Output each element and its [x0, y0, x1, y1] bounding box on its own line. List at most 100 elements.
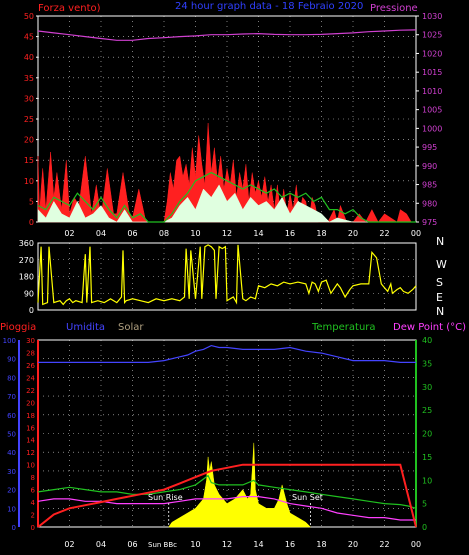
pressure-y-tick: 1020 — [422, 49, 442, 58]
rain-line — [37, 463, 417, 528]
wind-y-tick: 20 — [24, 136, 34, 145]
pressure-y-tick: 1000 — [422, 124, 442, 133]
climate-x-tick: 10 — [190, 540, 200, 549]
climate-x-tick: 14 — [253, 540, 263, 549]
wind-y-tick: 40 — [24, 53, 34, 62]
wind-direction-line — [37, 244, 417, 306]
rain-y-tick: 14 — [26, 437, 35, 445]
climate-x-tick: 20 — [348, 540, 358, 549]
wind-x-tick: 02 — [64, 229, 74, 238]
climate-x-tick: 22 — [379, 540, 389, 549]
pressure-line — [37, 29, 417, 41]
pressure-y-tick: 980 — [422, 199, 437, 208]
rain-y-tick: 4 — [31, 499, 36, 507]
climate-x-tick: 00 — [411, 540, 421, 549]
rain-y-tick: 6 — [31, 487, 36, 495]
climate-x-tick: 02 — [64, 540, 74, 549]
direction-y-tick: 0 — [29, 306, 34, 315]
rain-y-tick: 12 — [26, 449, 35, 457]
rain-y-tick: 2 — [31, 512, 35, 520]
wind-y-tick: 0 — [29, 218, 34, 227]
wind-y-tick: 50 — [24, 12, 34, 21]
wind-x-tick: 00 — [411, 229, 421, 238]
climate-x-tick: 12 — [222, 540, 232, 549]
humidity-label: Umidita — [66, 322, 105, 333]
wind-x-tick: 14 — [253, 229, 263, 238]
wind-x-tick: 04 — [96, 229, 106, 238]
pressure-y-tick: 995 — [422, 143, 437, 152]
rain-y-tick: 16 — [26, 424, 35, 432]
wind-y-tick: 15 — [24, 156, 34, 165]
temperature-y-tick: 0 — [422, 523, 427, 532]
rain-label: Pioggia — [0, 322, 36, 333]
direction-compass-label: E — [436, 291, 443, 304]
humidity-line — [38, 344, 416, 363]
climate-x-tick: 18 — [316, 540, 326, 549]
rain-y-tick: 18 — [26, 412, 35, 420]
direction-y-tick: 180 — [19, 273, 34, 282]
rain-y-tick: 28 — [26, 349, 35, 357]
wind-x-tick: 08 — [159, 229, 169, 238]
temperature-y-tick: 30 — [422, 383, 432, 392]
climate-x-tick: 06 — [127, 540, 137, 549]
wind-x-tick: 06 — [127, 229, 137, 238]
rain-y-tick: 8 — [31, 474, 35, 482]
climate-x-tick: 04 — [96, 540, 106, 549]
humidity-y-tick: 20 — [7, 487, 16, 495]
pressure-y-tick: 1015 — [422, 68, 442, 77]
dewpoint-label: Dew Point (°C) — [393, 322, 466, 333]
wind-x-tick: 12 — [222, 229, 232, 238]
wind-x-tick: 18 — [316, 229, 326, 238]
wind-y-tick: 25 — [24, 115, 34, 124]
wind-x-tick: 10 — [190, 229, 200, 238]
pressure-y-tick: 1025 — [422, 31, 442, 40]
direction-compass-label: N — [436, 235, 444, 248]
rain-y-tick: 26 — [26, 362, 35, 370]
pressure-y-tick: 1005 — [422, 106, 442, 115]
rain-y-tick: 20 — [26, 399, 35, 407]
rain-y-tick: 24 — [26, 374, 35, 382]
wind-gust-area — [37, 123, 416, 223]
wind-y-tick: 5 — [29, 197, 34, 206]
pressure-y-tick: 1010 — [422, 87, 442, 96]
humidity-y-tick: 60 — [7, 412, 16, 420]
pressure-y-tick: 985 — [422, 181, 437, 190]
header-left: Forza vento) — [38, 3, 101, 14]
direction-compass-label: N — [436, 305, 444, 318]
wind-y-tick: 45 — [24, 33, 34, 42]
wind-y-tick: 30 — [24, 94, 34, 103]
wind-y-tick: 35 — [24, 74, 34, 83]
humidity-y-tick: 100 — [3, 337, 16, 345]
temperature-y-tick: 20 — [422, 430, 432, 439]
temperature-y-tick: 25 — [422, 406, 432, 415]
climate-x-tick: 16 — [285, 540, 295, 549]
rain-y-tick: 30 — [26, 337, 35, 345]
temperature-y-tick: 15 — [422, 453, 432, 462]
direction-y-tick: 270 — [19, 256, 34, 265]
header-right: Pressione — [370, 3, 418, 14]
temperature-y-tick: 40 — [422, 336, 432, 345]
pressure-y-tick: 990 — [422, 162, 437, 171]
wind-x-tick: 20 — [348, 229, 358, 238]
rain-y-tick: 22 — [26, 387, 35, 395]
sunrise-annotation: Sun Rise — [148, 493, 183, 502]
wind-y-tick: 10 — [24, 177, 34, 186]
rain-y-tick: 0 — [31, 524, 35, 532]
pressure-y-tick: 975 — [422, 218, 437, 227]
wind-average-line — [37, 171, 416, 223]
wind-speed-area — [37, 184, 416, 223]
header-center: 24 hour graph data - 18 Febraio 2020 — [175, 1, 363, 12]
sunbbc-annotation: Sun BBc — [148, 541, 177, 549]
temperature-y-tick: 35 — [422, 359, 432, 368]
direction-compass-label: W — [436, 258, 447, 271]
direction-y-tick: 90 — [24, 289, 34, 298]
humidity-y-tick: 70 — [7, 393, 16, 401]
solar-label: Solar — [118, 322, 144, 333]
temperature-label: Temperatura — [311, 322, 376, 333]
humidity-y-tick: 50 — [7, 431, 16, 439]
temperature-line — [37, 474, 417, 509]
wind-x-tick: 16 — [285, 229, 295, 238]
direction-compass-label: S — [436, 276, 443, 289]
humidity-y-tick: 10 — [7, 505, 16, 513]
